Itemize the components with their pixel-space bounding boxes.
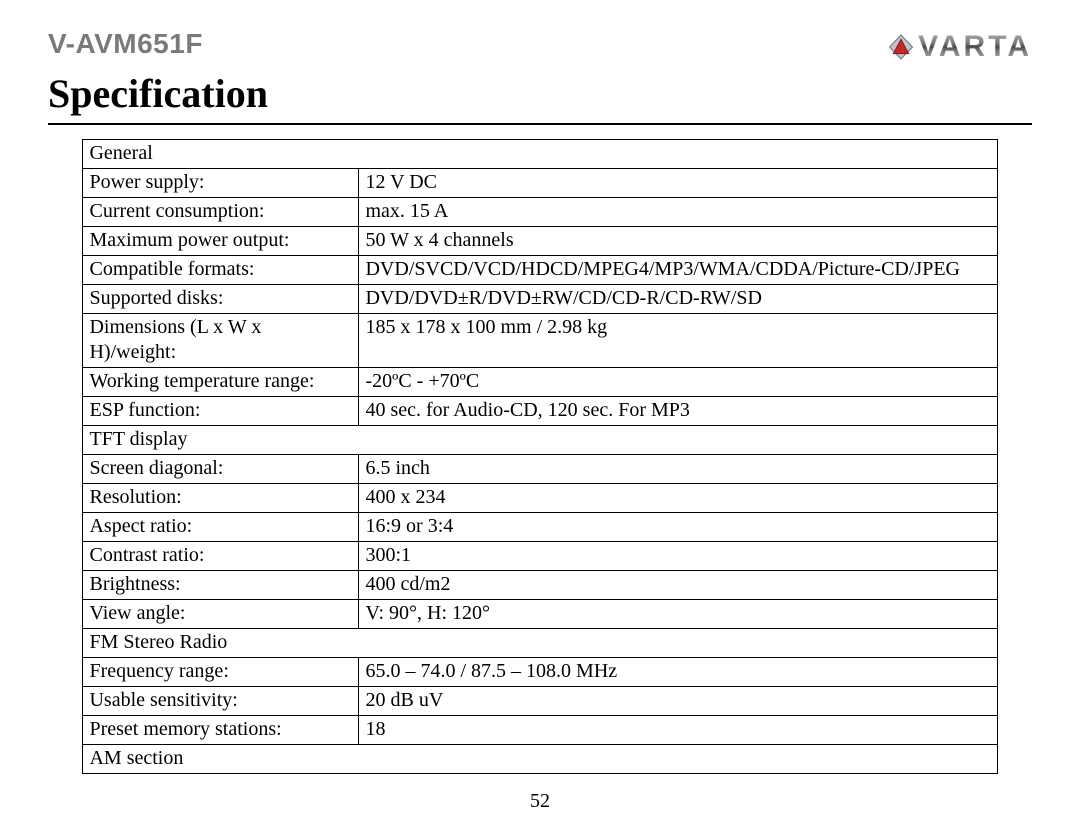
section-header-cell: AM section — [83, 745, 997, 774]
spec-label-cell: Working temperature range: — [83, 368, 359, 397]
spec-label-cell: Current consumption: — [83, 198, 359, 227]
table-row: Current consumption:max. 15 A — [83, 198, 997, 227]
spec-label-cell: Screen diagonal: — [83, 455, 359, 484]
spec-value-cell: max. 15 A — [359, 198, 997, 227]
spec-label-cell: Resolution: — [83, 484, 359, 513]
table-row: TFT display — [83, 426, 997, 455]
table-row: Contrast ratio:300:1 — [83, 542, 997, 571]
spec-label-cell: Supported disks: — [83, 285, 359, 314]
spec-value-cell: 300:1 — [359, 542, 997, 571]
table-row: Working temperature range:-20ºС - +70ºС — [83, 368, 997, 397]
spec-value-cell: 185 x 178 x 100 mm / 2.98 kg — [359, 314, 997, 368]
spec-value-cell: 50 W x 4 channels — [359, 227, 997, 256]
spec-label-cell: Maximum power output: — [83, 227, 359, 256]
spec-value-cell: 18 — [359, 716, 997, 745]
spec-value-cell: 16:9 or 3:4 — [359, 513, 997, 542]
section-header-cell: FM Stereo Radio — [83, 629, 997, 658]
brand-wordmark: VARTA — [918, 30, 1032, 64]
spec-label-cell: Frequency range: — [83, 658, 359, 687]
spec-value-cell: -20ºС - +70ºС — [359, 368, 997, 397]
spec-label-cell: Contrast ratio: — [83, 542, 359, 571]
table-row: Supported disks:DVD/DVD±R/DVD±RW/CD/CD-R… — [83, 285, 997, 314]
header: V-AVM651F VARTA — [48, 28, 1032, 64]
spec-label-cell: Brightness: — [83, 571, 359, 600]
table-row: Maximum power output:50 W x 4 channels — [83, 227, 997, 256]
spec-label-cell: Usable sensitivity: — [83, 687, 359, 716]
table-row: Aspect ratio:16:9 or 3:4 — [83, 513, 997, 542]
specification-table: GeneralPower supply:12 V DCCurrent consu… — [82, 139, 997, 774]
table-row: ESP function:40 sec. for Audio-CD, 120 s… — [83, 397, 997, 426]
table-row: Frequency range:65.0 – 74.0 / 87.5 – 108… — [83, 658, 997, 687]
spec-label-cell: ESP function: — [83, 397, 359, 426]
table-row: View angle:V: 90°, H: 120° — [83, 600, 997, 629]
table-row: Preset memory stations:18 — [83, 716, 997, 745]
page-number: 52 — [48, 790, 1032, 813]
title-separator — [48, 123, 1032, 125]
table-row: Dimensions (L x W x H)/weight:185 x 178 … — [83, 314, 997, 368]
section-header-cell: General — [83, 140, 997, 169]
table-row: Resolution:400 x 234 — [83, 484, 997, 513]
spec-value-cell: 12 V DC — [359, 169, 997, 198]
spec-value-cell: 6.5 inch — [359, 455, 997, 484]
spec-value-cell: V: 90°, H: 120° — [359, 600, 997, 629]
page-title: Specification — [48, 70, 1032, 117]
spec-value-cell: 40 sec. for Audio-CD, 120 sec. For MP3 — [359, 397, 997, 426]
spec-label-cell: Power supply: — [83, 169, 359, 198]
spec-value-cell: 400 x 234 — [359, 484, 997, 513]
table-row: FM Stereo Radio — [83, 629, 997, 658]
table-row: Screen diagonal:6.5 inch — [83, 455, 997, 484]
table-row: Brightness:400 cd/m2 — [83, 571, 997, 600]
section-header-cell: TFT display — [83, 426, 997, 455]
brand-emblem-icon — [888, 34, 914, 60]
spec-value-cell: 65.0 – 74.0 / 87.5 – 108.0 MHz — [359, 658, 997, 687]
table-row: AM section — [83, 745, 997, 774]
spec-value-cell: 400 cd/m2 — [359, 571, 997, 600]
table-row: Power supply:12 V DC — [83, 169, 997, 198]
spec-label-cell: Preset memory stations: — [83, 716, 359, 745]
brand-logo: VARTA — [888, 28, 1032, 64]
spec-label-cell: View angle: — [83, 600, 359, 629]
table-row: Usable sensitivity:20 dB uV — [83, 687, 997, 716]
spec-label-cell: Dimensions (L x W x H)/weight: — [83, 314, 359, 368]
page: V-AVM651F VARTA Specification GeneralPow… — [0, 0, 1080, 762]
spec-label-cell: Compatible formats: — [83, 256, 359, 285]
model-name: V-AVM651F — [48, 28, 203, 60]
spec-value-cell: 20 dB uV — [359, 687, 997, 716]
spec-value-cell: DVD/DVD±R/DVD±RW/CD/CD-R/CD-RW/SD — [359, 285, 997, 314]
table-row: General — [83, 140, 997, 169]
table-row: Compatible formats:DVD/SVCD/VCD/HDCD/MPE… — [83, 256, 997, 285]
spec-value-cell: DVD/SVCD/VCD/HDCD/MPEG4/MP3/WMA/CDDA/Pic… — [359, 256, 997, 285]
spec-label-cell: Aspect ratio: — [83, 513, 359, 542]
